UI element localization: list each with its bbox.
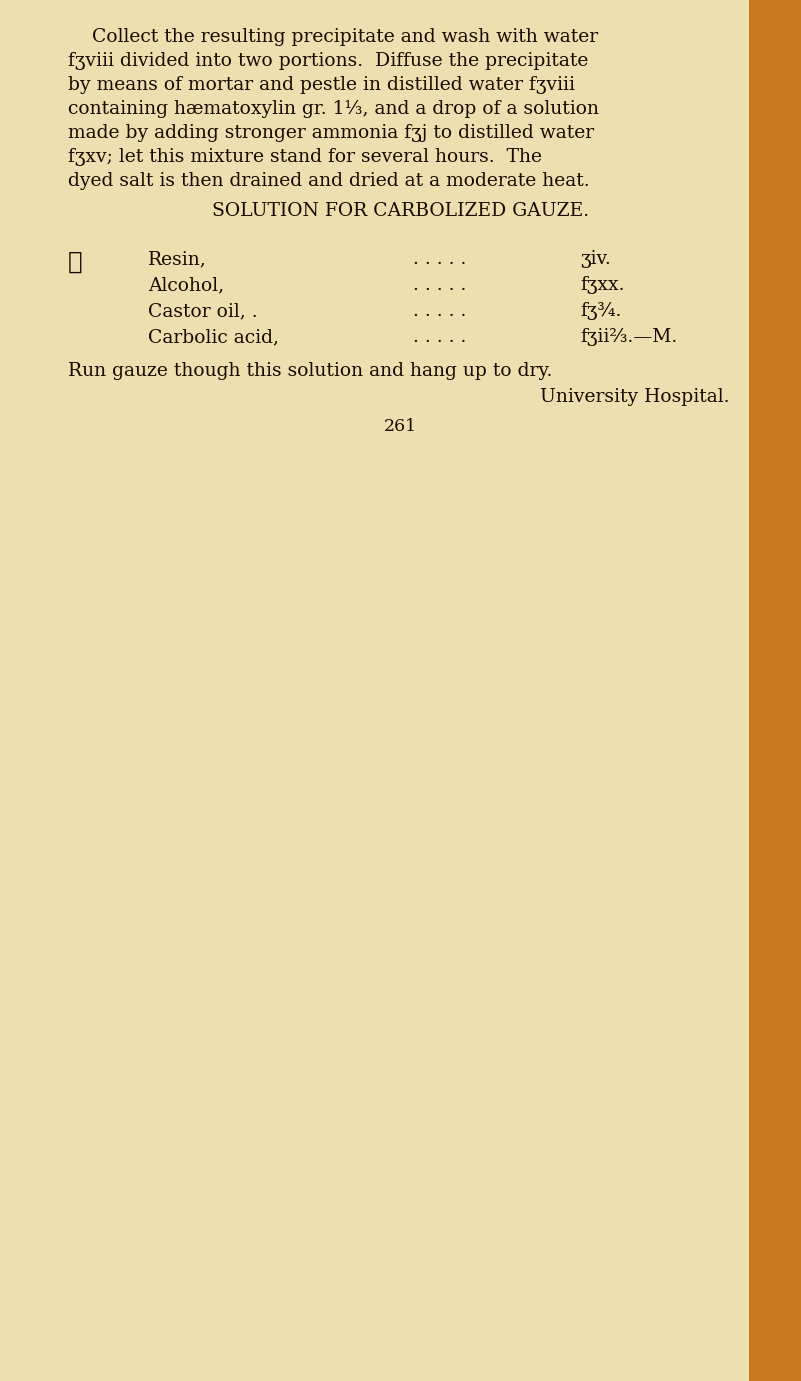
Text: fʒviii divided into two portions.  Diffuse the precipitate: fʒviii divided into two portions. Diffus… (68, 52, 589, 70)
Text: made by adding stronger ammonia fʒj to distilled water: made by adding stronger ammonia fʒj to d… (68, 124, 594, 142)
Text: Carbolic acid,: Carbolic acid, (148, 329, 279, 347)
Text: . . . . .: . . . . . (413, 276, 467, 294)
Text: containing hæmatoxylin gr. 1¹⁄₃, and a drop of a solution: containing hæmatoxylin gr. 1¹⁄₃, and a d… (68, 99, 599, 117)
Text: fʒxx.: fʒxx. (580, 276, 625, 294)
Text: fʒii⅔.—M.: fʒii⅔.—M. (580, 329, 678, 347)
Text: . . . . .: . . . . . (413, 302, 467, 320)
Text: ℞: ℞ (68, 250, 83, 273)
Text: Collect the resulting precipitate and wash with water: Collect the resulting precipitate and wa… (68, 28, 598, 46)
Text: ʒiv.: ʒiv. (580, 250, 610, 268)
Text: 261: 261 (384, 418, 417, 435)
Text: dyed salt is then drained and dried at a moderate heat.: dyed salt is then drained and dried at a… (68, 173, 590, 191)
Text: . . . . .: . . . . . (413, 329, 467, 347)
Text: . . . . .: . . . . . (413, 250, 467, 268)
Text: Resin,: Resin, (148, 250, 207, 268)
Text: Alcohol,: Alcohol, (148, 276, 224, 294)
Text: fʒxv; let this mixture stand for several hours.  The: fʒxv; let this mixture stand for several… (68, 148, 542, 166)
Text: Run gauze though this solution and hang up to dry.: Run gauze though this solution and hang … (68, 362, 553, 380)
Bar (749, 0, 801, 1381)
Text: University Hospital.: University Hospital. (541, 388, 730, 406)
Text: SOLUTION FOR CARBOLIZED GAUZE.: SOLUTION FOR CARBOLIZED GAUZE. (212, 202, 589, 220)
Text: Castor oil, .: Castor oil, . (148, 302, 258, 320)
Text: fʒ¾.: fʒ¾. (580, 302, 622, 320)
Text: by means of mortar and pestle in distilled water fʒviii: by means of mortar and pestle in distill… (68, 76, 575, 94)
